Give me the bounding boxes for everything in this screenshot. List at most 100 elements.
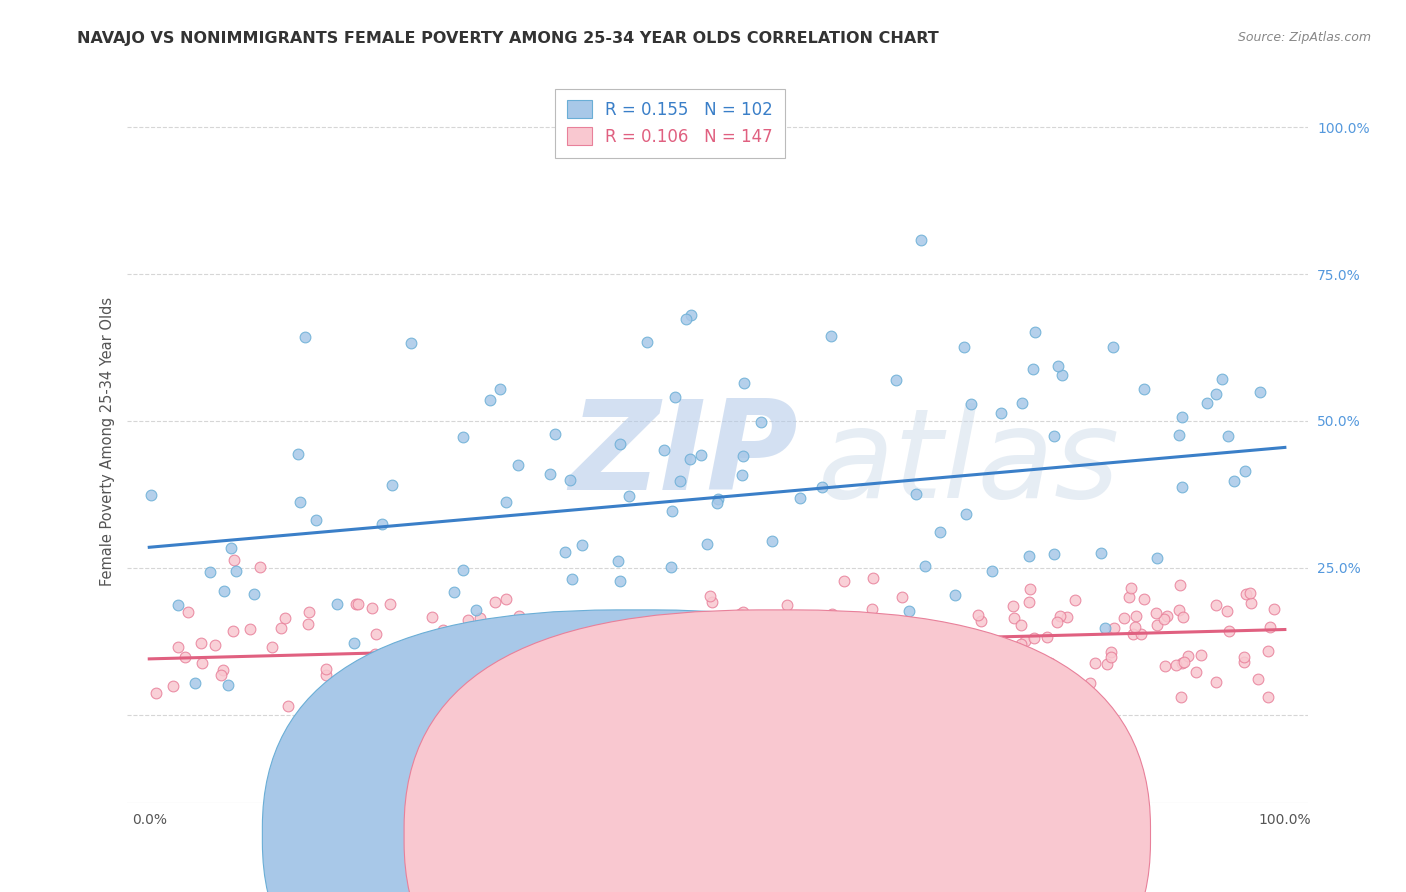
Point <box>1056 609 1078 624</box>
Point <box>997 652 1019 666</box>
Point <box>479 392 502 407</box>
Point <box>405 706 427 721</box>
Point <box>733 449 755 463</box>
Point <box>287 447 309 461</box>
Point <box>657 615 679 630</box>
Point <box>1010 617 1032 632</box>
Point <box>1223 474 1246 488</box>
Point <box>364 647 387 661</box>
Point <box>948 629 970 643</box>
Point <box>890 590 912 604</box>
Point <box>371 517 394 532</box>
Point <box>969 614 991 628</box>
Point <box>219 541 242 555</box>
Point <box>1195 396 1218 410</box>
Point <box>564 664 586 678</box>
Point <box>728 607 751 621</box>
Point <box>360 601 382 615</box>
Point <box>886 671 908 685</box>
Point <box>860 602 883 616</box>
Point <box>1018 594 1040 608</box>
Point <box>910 234 932 248</box>
Point <box>470 643 492 657</box>
Text: Source: ZipAtlas.com: Source: ZipAtlas.com <box>1237 31 1371 45</box>
Point <box>489 382 512 396</box>
Point <box>749 415 772 429</box>
Point <box>1240 596 1263 610</box>
Point <box>451 430 474 444</box>
Point <box>700 595 723 609</box>
Point <box>277 699 299 714</box>
Point <box>659 559 682 574</box>
Point <box>1171 656 1194 670</box>
Point <box>1234 464 1257 478</box>
Point <box>443 584 465 599</box>
Point <box>681 308 703 322</box>
Point <box>222 624 245 638</box>
Point <box>928 525 950 540</box>
Point <box>731 605 754 619</box>
Point <box>1119 581 1142 595</box>
Text: atlas: atlas <box>817 402 1119 524</box>
Point <box>966 608 988 623</box>
Point <box>1234 587 1257 601</box>
Point <box>609 437 631 451</box>
Point <box>290 495 312 509</box>
Point <box>952 340 974 354</box>
Point <box>1263 602 1285 616</box>
Point <box>1010 637 1032 651</box>
Point <box>1170 690 1192 704</box>
Point <box>1205 599 1227 613</box>
Point <box>1122 626 1144 640</box>
Point <box>652 443 675 458</box>
Point <box>678 452 700 467</box>
Point <box>761 533 783 548</box>
Point <box>1125 609 1147 624</box>
Point <box>669 474 692 488</box>
Point <box>506 458 529 472</box>
Point <box>298 605 321 619</box>
Point <box>1001 650 1024 665</box>
Point <box>177 605 200 619</box>
Point <box>1258 619 1281 633</box>
Point <box>1045 615 1067 629</box>
Point <box>491 617 513 632</box>
Point <box>990 405 1012 419</box>
Point <box>212 583 235 598</box>
Point <box>1084 656 1107 670</box>
Point <box>980 565 1002 579</box>
Point <box>364 627 387 641</box>
Point <box>1189 648 1212 662</box>
Point <box>198 565 221 579</box>
Point <box>1173 610 1195 624</box>
Point <box>1218 429 1240 443</box>
Point <box>817 661 839 675</box>
Point <box>959 397 981 411</box>
Point <box>554 654 576 668</box>
Point <box>1099 645 1122 659</box>
Point <box>484 673 506 688</box>
Point <box>315 662 337 676</box>
FancyBboxPatch shape <box>263 610 1008 892</box>
Point <box>898 604 921 618</box>
Point <box>721 669 744 683</box>
Point <box>457 613 479 627</box>
Point <box>326 598 349 612</box>
Point <box>239 622 262 636</box>
Point <box>1097 657 1119 671</box>
Point <box>1036 630 1059 644</box>
Point <box>1090 546 1112 560</box>
Point <box>832 574 855 588</box>
Point <box>380 597 402 611</box>
Point <box>1014 633 1036 648</box>
Point <box>1168 578 1191 592</box>
Point <box>1080 675 1102 690</box>
Text: ZIP: ZIP <box>569 395 799 516</box>
Point <box>846 646 869 660</box>
Point <box>828 648 851 662</box>
Point <box>1173 655 1195 669</box>
Point <box>579 671 602 685</box>
Point <box>859 683 882 698</box>
Point <box>1205 387 1227 401</box>
Point <box>943 588 966 602</box>
